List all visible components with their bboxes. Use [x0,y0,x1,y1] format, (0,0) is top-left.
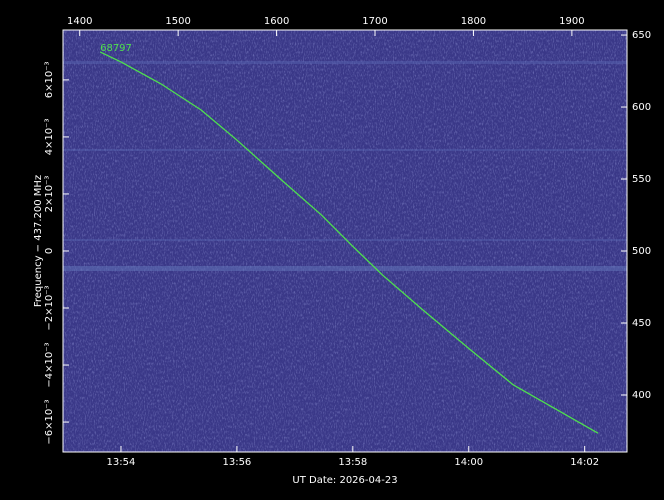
y-tick-label: −6×10⁻³ [44,399,55,444]
y-tick-label: −2×10⁻³ [44,285,55,330]
y-tick-label: −4×10⁻³ [44,342,55,387]
band [63,266,627,271]
x2-tick-label: 1500 [165,16,190,27]
band [63,61,627,64]
y2-tick-label: 500 [632,246,651,257]
y-tick-label: 0 [44,248,55,254]
y-tick-label: 6×10⁻³ [44,62,55,99]
y2-tick-label: 450 [632,318,651,329]
x-tick-label: 13:54 [107,457,136,468]
x-tick-label: 14:02 [570,457,599,468]
x-tick-label: 13:58 [338,457,367,468]
x2-tick-label: 1600 [264,16,289,27]
y2-tick-label: 600 [632,102,651,113]
y2-tick-label: 650 [632,30,651,41]
y-tick-label: 2×10⁻³ [44,176,55,213]
x-tick-label: 13:56 [222,457,251,468]
x-tick-label: 14:00 [454,457,483,468]
x2-tick-label: 1900 [559,16,584,27]
y-axis-label: Frequency − 437.200 MHz [33,175,44,307]
y2-tick-label: 400 [632,390,651,401]
x2-tick-label: 1800 [461,16,486,27]
x-axis-label: UT Date: 2026-04-23 [292,475,397,486]
plot-frame [62,29,628,453]
signal-line [99,51,599,434]
band [63,239,627,241]
annotation: 68797 [100,43,132,54]
band [63,149,627,151]
x2-tick-label: 1700 [362,16,387,27]
y-tick-label: 4×10⁻³ [44,119,55,156]
x2-tick-label: 1400 [67,16,92,27]
y2-tick-label: 550 [632,174,651,185]
noise [63,30,627,452]
